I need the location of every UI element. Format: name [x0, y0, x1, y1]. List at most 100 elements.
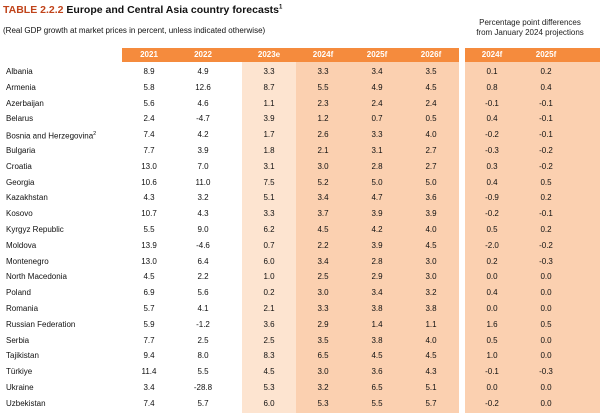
growth-value-cell: 3.4 — [371, 288, 383, 298]
country-label: Bosnia and Herzegovina — [6, 131, 94, 141]
difference-value-cell: 1.6 — [486, 319, 498, 329]
country-name: Kosovo — [6, 206, 33, 222]
table-row: Bosnia and Herzegovina2 7.4 4.2 1.7 2.6 3.3 4.… — [0, 127, 600, 143]
header-bar-main — [122, 48, 459, 62]
differences-columns-bg — [465, 48, 600, 413]
difference-value-cell: 0.0 — [486, 272, 498, 282]
table-row: Russian Federation 5.9 -1.2 3.6 2.9 1.4 1.1 1.6… — [0, 317, 600, 333]
table-row: North Macedonia 4.5 2.2 1.0 2.5 2.9 3.0 0.0 0.0 — [0, 269, 600, 285]
difference-value-cell: 0.0 — [540, 351, 552, 361]
growth-value-cell: 2.1 — [317, 146, 329, 155]
country-label: Türkiye — [6, 367, 33, 377]
table-row: Georgia 10.6 11.0 7.5 5.2 5.0 5.0 0.4 0.5 — [0, 175, 600, 191]
column-header: 2026f — [420, 50, 442, 59]
country-label: Kyrgyz Republic — [6, 225, 64, 234]
difference-value-cell: 0.2 — [486, 256, 498, 266]
table-row: Kosovo 10.7 4.3 3.3 3.7 3.9 3.9 -0.2 -0.1 — [0, 206, 600, 222]
growth-value-cell: 3.9 — [371, 209, 383, 219]
column-header: 2022 — [194, 50, 212, 59]
growth-value-cell: 5.9 — [143, 319, 155, 329]
historical-columns-bg — [122, 48, 242, 413]
country-label: Montenegro — [6, 256, 49, 266]
table-title: TABLE 2.2.2 Europe and Central Asia coun… — [3, 4, 282, 16]
difference-value-cell: 0.0 — [540, 383, 552, 392]
growth-value-cell: 2.9 — [317, 319, 329, 329]
growth-value-cell: 6.4 — [197, 256, 209, 266]
growth-value-cell: 1.1 — [263, 98, 275, 108]
difference-value-cell: 0.8 — [486, 82, 498, 92]
differences-note-line1: Percentage point differences — [479, 18, 581, 27]
difference-value-cell: -0.2 — [539, 240, 553, 250]
growth-value-cell: 3.1 — [263, 161, 275, 171]
growth-value-cell: 3.8 — [425, 304, 437, 313]
growth-value-cell: 5.1 — [263, 193, 275, 203]
growth-value-cell: 7.4 — [143, 130, 155, 140]
growth-value-cell: 4.5 — [263, 367, 275, 377]
difference-value-cell: 0.5 — [486, 225, 498, 234]
column-header: 2021 — [140, 50, 158, 59]
growth-value-cell: 3.4 — [317, 256, 329, 266]
difference-value-cell: 0.5 — [540, 177, 552, 187]
country-label: Ukraine — [6, 383, 34, 392]
growth-value-cell: 3.6 — [263, 319, 275, 329]
table-row: Bulgaria 7.7 3.9 1.8 2.1 3.1 2.7 -0.3 -0.2 — [0, 143, 600, 159]
difference-value-cell: 0.4 — [486, 114, 498, 124]
growth-value-cell: 4.6 — [197, 98, 209, 108]
differences-note: Percentage point differences from Januar… — [460, 18, 600, 38]
growth-value-cell: 1.4 — [371, 319, 383, 329]
growth-value-cell: 2.8 — [371, 256, 383, 266]
difference-value-cell: 0.4 — [540, 82, 552, 92]
growth-value-cell: 5.6 — [197, 288, 209, 298]
growth-value-cell: 3.2 — [197, 193, 209, 203]
growth-value-cell: 3.0 — [317, 367, 329, 377]
difference-value-cell: 0.0 — [540, 304, 552, 313]
country-label: Bulgaria — [6, 146, 36, 155]
growth-value-cell: 3.9 — [425, 209, 437, 219]
growth-value-cell: 4.5 — [317, 225, 329, 234]
country-name: Azerbaijan — [6, 96, 44, 112]
growth-value-cell: 4.0 — [425, 225, 437, 234]
growth-value-cell: 4.3 — [143, 193, 155, 203]
growth-value-cell: 3.6 — [425, 193, 437, 203]
growth-value-cell: 1.0 — [263, 272, 275, 282]
growth-value-cell: 2.3 — [317, 98, 329, 108]
country-name: Tajikistan — [6, 348, 39, 364]
growth-value-cell: -1.2 — [196, 319, 210, 329]
growth-value-cell: 3.4 — [371, 67, 383, 76]
growth-value-cell: 8.0 — [197, 351, 209, 361]
country-label: Moldova — [6, 240, 37, 250]
growth-value-cell: -4.7 — [196, 114, 210, 124]
growth-value-cell: 5.3 — [263, 383, 275, 392]
difference-value-cell: 1.0 — [486, 351, 498, 361]
growth-value-cell: 12.6 — [195, 82, 211, 92]
growth-value-cell: 3.0 — [317, 161, 329, 171]
difference-value-cell: -0.2 — [485, 398, 499, 408]
growth-value-cell: 5.5 — [197, 367, 209, 377]
country-name: Poland — [6, 285, 31, 301]
growth-value-cell: 5.2 — [317, 177, 329, 187]
column-header: 2025f — [366, 50, 388, 59]
growth-value-cell: 6.0 — [263, 398, 275, 408]
country-name: Russian Federation — [6, 317, 75, 333]
country-label: Poland — [6, 288, 31, 298]
difference-value-cell: -0.3 — [539, 256, 553, 266]
growth-value-cell: 2.8 — [371, 161, 383, 171]
growth-value-cell: 1.1 — [425, 319, 437, 329]
growth-value-cell: -4.6 — [196, 240, 210, 250]
country-name: Türkiye — [6, 364, 32, 380]
difference-value-cell: -0.1 — [485, 98, 499, 108]
growth-value-cell: 3.4 — [317, 193, 329, 203]
growth-value-cell: 4.1 — [197, 304, 209, 313]
growth-value-cell: 8.3 — [263, 351, 275, 361]
growth-value-cell: 3.5 — [425, 67, 437, 76]
growth-value-cell: 2.6 — [317, 130, 329, 140]
difference-value-cell: 0.3 — [486, 161, 498, 171]
growth-value-cell: 1.2 — [317, 114, 329, 124]
growth-value-cell: 7.7 — [143, 146, 155, 155]
country-footnote-mark: 2 — [93, 131, 97, 138]
table-row: Montenegro 13.0 6.4 6.0 3.4 2.8 3.0 0.2 -0.3 — [0, 254, 600, 270]
growth-value-cell: 4.7 — [371, 193, 383, 203]
growth-value-cell: 8.7 — [263, 82, 275, 92]
growth-value-cell: 11.0 — [195, 177, 211, 187]
growth-value-cell: 2.7 — [425, 161, 437, 171]
